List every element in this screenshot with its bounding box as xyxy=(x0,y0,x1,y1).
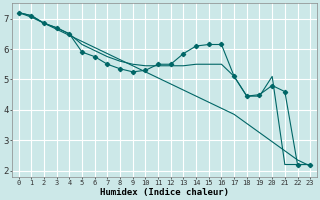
X-axis label: Humidex (Indice chaleur): Humidex (Indice chaleur) xyxy=(100,188,229,197)
